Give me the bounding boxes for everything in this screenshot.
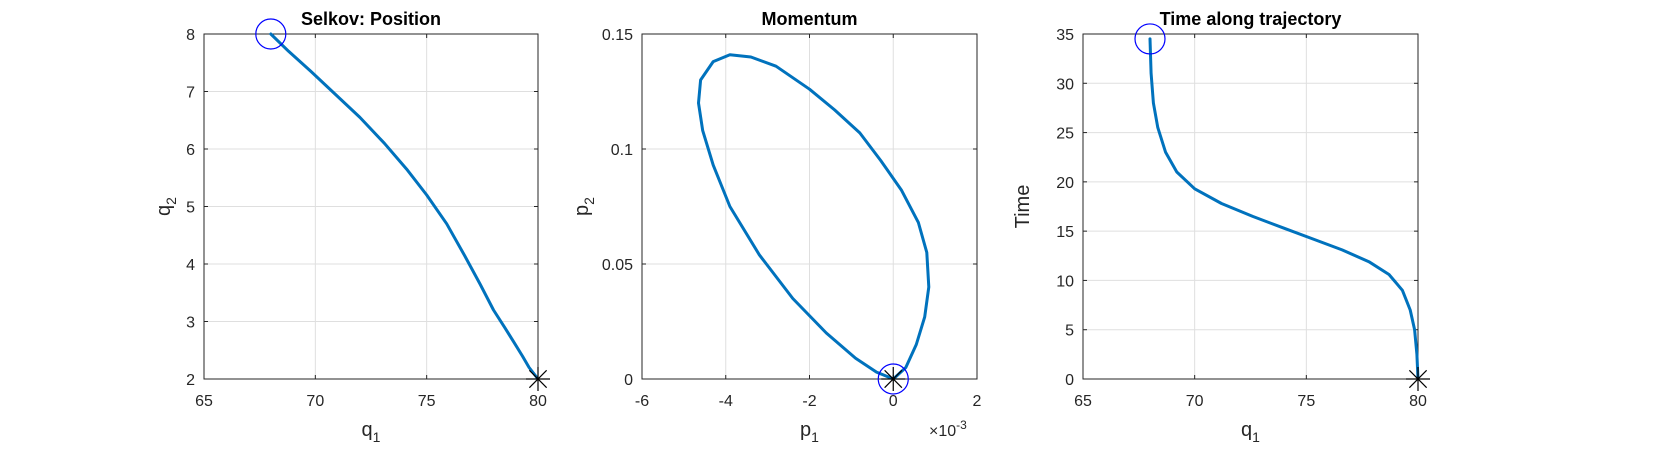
y-tick-label: 25	[1056, 126, 1074, 143]
x-tick-label: 80	[1409, 393, 1427, 410]
y-tick-label: 0.15	[602, 27, 633, 44]
end-marker-stroke	[528, 369, 548, 389]
start-marker-circle	[255, 18, 287, 50]
y-tick-label: 5	[186, 200, 195, 217]
end-marker-asterisk	[1406, 367, 1430, 391]
y-tick-label: 30	[1056, 76, 1074, 93]
end-marker-stroke	[884, 369, 903, 389]
end-marker-asterisk	[526, 367, 550, 391]
trajectory-line	[269, 32, 540, 381]
y-tick-label: 7	[186, 85, 195, 102]
y-tick-label: 4	[186, 257, 195, 274]
x-axis-exponent: ×10-3	[929, 418, 967, 440]
y-tick-label: 6	[186, 142, 195, 159]
y-axis-label: p2	[571, 197, 597, 216]
y-tick-label: 0	[624, 372, 633, 389]
x-tick-label: 2	[973, 393, 982, 410]
x-tick-label: 0	[889, 393, 898, 410]
chart-title: Time along trajectory	[1160, 9, 1342, 29]
start-marker-circle	[1134, 23, 1166, 55]
x-tick-label: 70	[306, 393, 324, 410]
chart-title: Momentum	[762, 9, 858, 29]
x-tick-label: 75	[418, 393, 436, 410]
y-tick-label: 10	[1056, 273, 1074, 290]
time-plot: Time along trajectory q1 Time 65 70 75 80 0 5…	[1012, 9, 1430, 445]
y-tick-label: 3	[186, 315, 195, 332]
position-plot: Selkov: Position q1 q2 65 70 75 80 2 3 4 5 6 7 8	[153, 9, 550, 445]
y-tick-label: 35	[1056, 27, 1074, 44]
trajectory-line	[697, 53, 931, 381]
x-tick-label: 65	[195, 393, 213, 410]
y-axis-label: q2	[153, 197, 179, 216]
y-tick-label: 0.05	[602, 257, 633, 274]
start-marker-circle	[877, 363, 909, 395]
y-tick-label: 20	[1056, 175, 1074, 192]
plot-area	[1083, 34, 1418, 379]
y-tick-label: 0.1	[611, 142, 633, 159]
y-axis-label: Time	[1012, 185, 1034, 229]
trajectory-line	[1148, 37, 1420, 381]
x-axis-label: q1	[362, 419, 381, 445]
end-marker-stroke	[1408, 369, 1428, 389]
x-axis-label: p1	[800, 419, 819, 445]
y-tick-label: 8	[186, 27, 195, 44]
y-tick-label: 2	[186, 372, 195, 389]
x-tick-label: -4	[719, 393, 733, 410]
x-axis-label: q1	[1241, 419, 1260, 445]
plot-frame	[1082, 33, 1419, 380]
chart-title: Selkov: Position	[301, 9, 441, 29]
x-tick-label: 80	[529, 393, 547, 410]
x-tick-label: 70	[1186, 393, 1204, 410]
x-tick-label: -6	[635, 393, 649, 410]
y-tick-label: 5	[1065, 323, 1074, 340]
y-tick-label: 15	[1056, 224, 1074, 241]
y-tick-label: 0	[1065, 372, 1074, 389]
end-marker-asterisk	[881, 367, 906, 391]
x-tick-label: 75	[1297, 393, 1315, 410]
x-tick-label: -2	[802, 393, 816, 410]
x-tick-label: 65	[1074, 393, 1092, 410]
momentum-plot: Momentum p1 p2 ×10-3 -6 -4 -2 0 2 0 0.05 0.1 0.1…	[571, 9, 982, 445]
